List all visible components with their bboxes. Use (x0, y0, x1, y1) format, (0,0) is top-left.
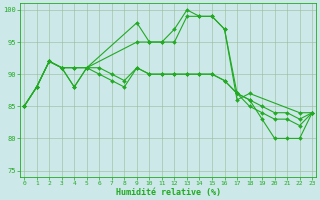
X-axis label: Humidité relative (%): Humidité relative (%) (116, 188, 221, 197)
